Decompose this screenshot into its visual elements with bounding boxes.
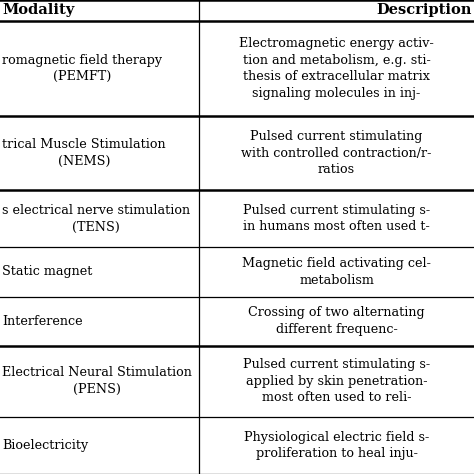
Text: Pulsed current stimulating s-
applied by skin penetration-
most often used to re: Pulsed current stimulating s- applied by… — [243, 358, 430, 404]
Text: Static magnet: Static magnet — [2, 265, 93, 278]
Text: s electrical nerve stimulation
(TENS): s electrical nerve stimulation (TENS) — [2, 204, 191, 234]
Text: Magnetic field activating cel-
metabolism: Magnetic field activating cel- metabolis… — [242, 257, 431, 287]
Text: Modality: Modality — [2, 3, 74, 18]
Text: Pulsed current stimulating
with controlled contraction/r-
ratios: Pulsed current stimulating with controll… — [241, 130, 432, 176]
Text: Crossing of two alternating
different frequenc-: Crossing of two alternating different fr… — [248, 306, 425, 336]
Text: Electrical Neural Stimulation
(PENS): Electrical Neural Stimulation (PENS) — [2, 366, 192, 396]
Text: trical Muscle Stimulation
(NEMS): trical Muscle Stimulation (NEMS) — [2, 138, 166, 168]
Text: Physiological electric field s-
proliferation to heal inju-: Physiological electric field s- prolifer… — [244, 430, 429, 460]
Text: Description: Description — [376, 3, 472, 18]
Text: Bioelectricity: Bioelectricity — [2, 439, 89, 452]
Text: Electromagnetic energy activ-
tion and metabolism, e.g. sti-
thesis of extracell: Electromagnetic energy activ- tion and m… — [239, 37, 434, 100]
Text: Pulsed current stimulating s-
in humans most often used t-: Pulsed current stimulating s- in humans … — [243, 204, 430, 234]
Text: Interference: Interference — [2, 315, 83, 328]
Text: romagnetic field therapy
(PEMFT): romagnetic field therapy (PEMFT) — [2, 54, 163, 83]
